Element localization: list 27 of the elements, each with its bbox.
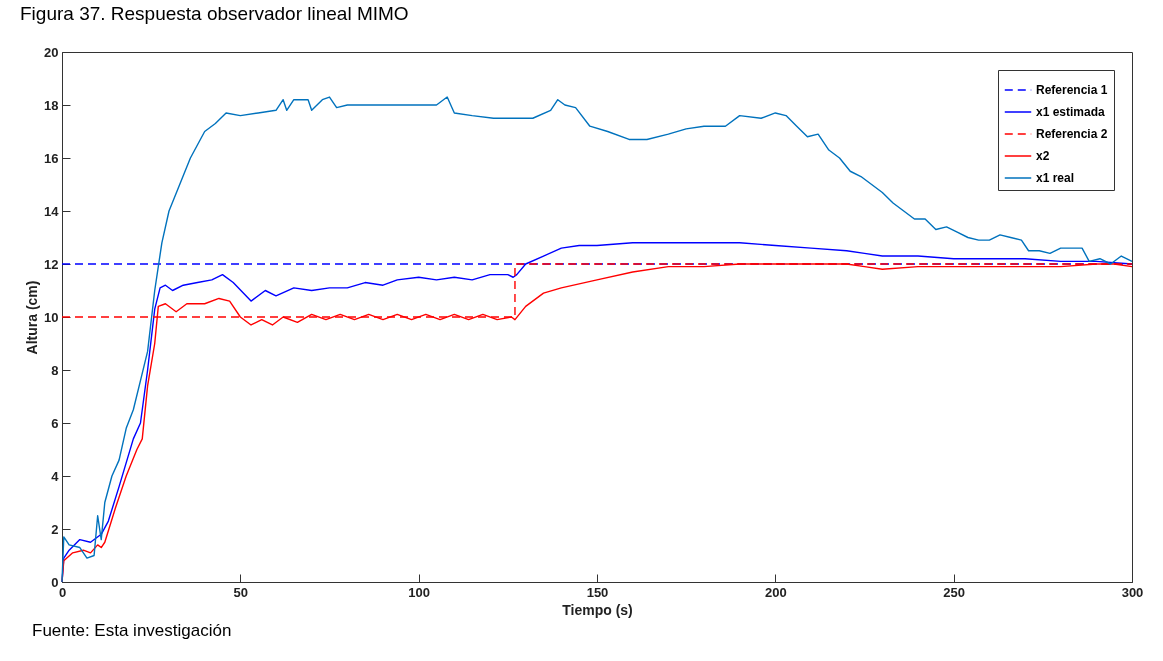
line-series <box>61 96 1133 583</box>
x-tick-label: 150 <box>586 584 609 600</box>
y-axis-title: Altura (cm) <box>24 280 41 355</box>
y-tick-label: 0 <box>51 574 59 590</box>
y-tick-label: 4 <box>51 468 60 484</box>
legend-label: x1 estimada <box>1036 105 1106 119</box>
y-tick-label: 18 <box>44 97 59 113</box>
legend-label: Referencia 2 <box>1036 127 1108 141</box>
legend-label: x2 <box>1036 149 1050 163</box>
y-tick-label: 12 <box>44 256 59 272</box>
y-tick-label: 20 <box>44 44 59 60</box>
source-note: Fuente: Esta investigación <box>32 621 232 640</box>
chart-title: Figura 37. Respuesta observador lineal MIMO <box>20 3 409 24</box>
x-tick-label: 300 <box>1121 584 1144 600</box>
x-tick-label: 250 <box>943 584 966 600</box>
y-tick-label: 16 <box>44 150 59 166</box>
x-tick-label: 100 <box>408 584 431 600</box>
x-tick-label: 200 <box>764 584 787 600</box>
y-tick-label: 14 <box>44 203 60 219</box>
y-tick-label: 2 <box>51 521 59 537</box>
y-tick-label: 8 <box>51 362 59 378</box>
y-tick-label: 10 <box>44 309 59 325</box>
legend-label: x1 real <box>1036 171 1075 185</box>
y-tick-label: 6 <box>51 415 59 431</box>
x-tick-label: 50 <box>233 584 249 600</box>
legend-label: Referencia 1 <box>1036 83 1108 97</box>
x-axis-title: Tiempo (s) <box>562 601 633 618</box>
